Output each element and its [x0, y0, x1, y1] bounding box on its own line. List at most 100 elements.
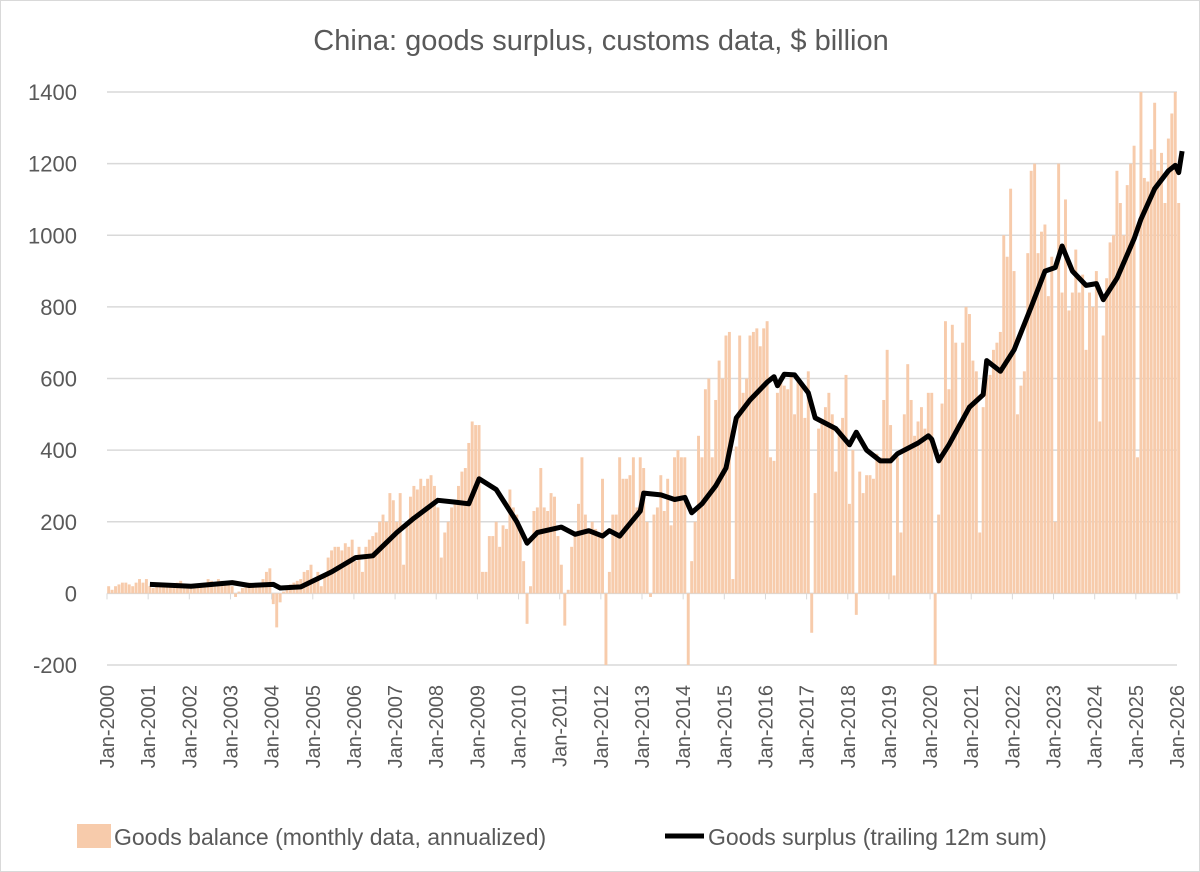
- bar: [1132, 145, 1136, 594]
- bar: [566, 589, 570, 594]
- legend-label-line: Goods surplus (trailing 12m sum): [708, 824, 1047, 850]
- bar: [436, 507, 440, 594]
- bar: [1074, 249, 1078, 594]
- bar: [1070, 292, 1074, 594]
- bar: [1173, 92, 1177, 594]
- x-tick-label: Jan-2016: [755, 685, 777, 768]
- bar: [755, 328, 759, 594]
- x-tick-label: Jan-2014: [673, 685, 695, 768]
- bar: [594, 528, 598, 594]
- bar: [590, 521, 594, 594]
- bar: [1142, 177, 1146, 594]
- bar: [580, 457, 584, 594]
- bar: [789, 374, 793, 594]
- bar: [127, 584, 131, 594]
- y-tick-label: 1000: [28, 223, 77, 248]
- bar: [669, 525, 673, 594]
- bar: [587, 528, 591, 594]
- bar: [450, 507, 454, 594]
- bar: [1122, 235, 1126, 594]
- bar: [827, 392, 831, 594]
- bar: [796, 382, 800, 594]
- bar: [199, 584, 203, 594]
- bar: [312, 579, 316, 594]
- bar: [865, 475, 869, 594]
- bar: [559, 564, 563, 594]
- bar: [347, 546, 351, 594]
- bar: [563, 593, 567, 626]
- bar: [751, 331, 755, 594]
- bar: [1002, 235, 1006, 594]
- bar: [889, 425, 893, 594]
- bar: [899, 532, 903, 594]
- bar: [1101, 335, 1105, 594]
- bar: [162, 586, 166, 594]
- bar: [124, 582, 128, 594]
- bar: [405, 521, 409, 594]
- bar: [683, 457, 687, 594]
- bar: [1177, 203, 1181, 594]
- bar: [505, 528, 508, 594]
- bar: [964, 306, 968, 594]
- x-tick-label: Jan-2003: [220, 685, 242, 768]
- bar: [446, 521, 450, 594]
- bar: [1125, 185, 1129, 594]
- bar: [546, 511, 550, 594]
- bar: [285, 588, 289, 594]
- x-tick-label: Jan-2009: [467, 685, 489, 768]
- bar: [227, 582, 231, 594]
- bar: [817, 428, 821, 594]
- bar: [926, 392, 930, 594]
- bar: [981, 407, 985, 594]
- bar: [971, 360, 975, 594]
- bar: [734, 446, 738, 594]
- bar: [268, 568, 272, 594]
- bar: [525, 593, 529, 624]
- bar: [1118, 203, 1122, 594]
- bar: [1160, 152, 1163, 594]
- x-tick-label: Jan-2013: [632, 685, 654, 768]
- bar: [254, 584, 258, 594]
- bar: [110, 589, 114, 594]
- x-tick-label: Jan-2012: [591, 685, 613, 768]
- bar: [662, 511, 666, 594]
- bar: [402, 564, 406, 594]
- line-series-goods-surplus: [149, 150, 1185, 591]
- bar: [1033, 163, 1037, 594]
- x-tick-label: Jan-2023: [1044, 685, 1066, 768]
- bar: [553, 496, 556, 594]
- bar: [1098, 421, 1102, 594]
- bar: [1060, 292, 1064, 594]
- bar: [319, 586, 323, 594]
- bar: [604, 593, 608, 665]
- bar: [484, 571, 488, 594]
- bar: [1146, 181, 1150, 594]
- bar: [117, 584, 121, 594]
- bar: [1081, 274, 1085, 594]
- bar: [210, 580, 214, 594]
- bar: [1163, 203, 1167, 594]
- bar: [741, 392, 745, 594]
- bar: [628, 475, 632, 594]
- bar: [1040, 231, 1043, 594]
- bar: [686, 593, 690, 665]
- y-tick-label: 1200: [28, 152, 77, 177]
- bar: [642, 468, 646, 594]
- bar: [203, 582, 207, 594]
- bar: [707, 378, 711, 594]
- x-tick-label: Jan-2024: [1085, 685, 1107, 768]
- bar: [186, 586, 190, 594]
- x-axis-ticks: Jan-2000 Jan-2001 Jan-2002 Jan-2003 Jan-2004…: [97, 593, 1189, 768]
- bar: [1067, 310, 1071, 594]
- legend-label-bars: Goods balance (monthly data, annualized): [114, 824, 546, 850]
- bar: [1084, 349, 1088, 594]
- bar: [902, 414, 906, 594]
- bar: [690, 561, 694, 594]
- bar: [1029, 170, 1033, 594]
- bar: [415, 489, 419, 594]
- bar: [978, 532, 982, 594]
- y-tick-label: 400: [40, 438, 77, 463]
- bar: [498, 546, 502, 594]
- bar: [895, 457, 899, 594]
- bar: [114, 586, 117, 594]
